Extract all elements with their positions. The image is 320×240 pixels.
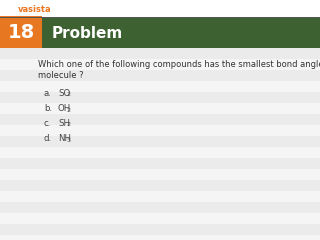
Bar xyxy=(0,191,320,202)
Bar xyxy=(0,125,320,136)
Text: SH: SH xyxy=(58,119,70,128)
Bar xyxy=(0,224,320,235)
Bar xyxy=(0,158,320,169)
Text: SO: SO xyxy=(58,89,70,98)
Text: 3: 3 xyxy=(67,138,71,143)
Bar xyxy=(0,0,320,18)
Bar xyxy=(0,17,320,18)
Text: 2: 2 xyxy=(67,92,71,97)
Text: d.: d. xyxy=(44,134,52,143)
Bar xyxy=(0,202,320,213)
Bar xyxy=(0,16,42,18)
Bar xyxy=(0,180,320,191)
Bar xyxy=(0,103,320,114)
Bar xyxy=(0,70,320,81)
Text: molecule ?: molecule ? xyxy=(38,71,84,80)
Bar xyxy=(42,18,320,48)
Text: 2: 2 xyxy=(67,108,71,113)
Bar xyxy=(0,59,320,70)
Text: NH: NH xyxy=(58,134,71,143)
Bar xyxy=(0,48,320,59)
Text: 18: 18 xyxy=(7,24,35,42)
Text: Problem: Problem xyxy=(52,25,123,41)
Bar xyxy=(0,169,320,180)
Bar xyxy=(0,92,320,103)
Text: c.: c. xyxy=(44,119,52,128)
Bar xyxy=(0,147,320,158)
Text: 2: 2 xyxy=(67,122,71,127)
Bar xyxy=(0,81,320,92)
Bar xyxy=(0,136,320,147)
Bar xyxy=(0,18,42,48)
Bar xyxy=(0,114,320,125)
Bar xyxy=(0,213,320,224)
Text: a.: a. xyxy=(44,89,52,98)
Text: vasista: vasista xyxy=(18,6,52,14)
Text: b.: b. xyxy=(44,104,52,113)
Text: Which one of the following compounds has the smallest bond angle in its: Which one of the following compounds has… xyxy=(38,60,320,69)
Bar xyxy=(0,235,320,240)
Text: OH: OH xyxy=(58,104,71,113)
